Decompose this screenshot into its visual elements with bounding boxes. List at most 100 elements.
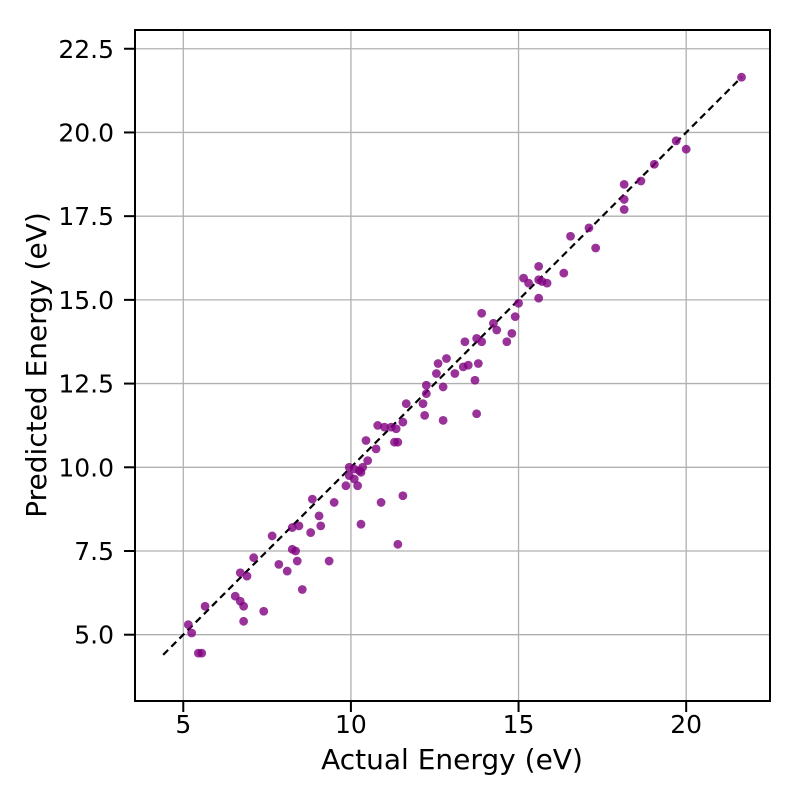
y-tick-label: 20.0: [58, 118, 114, 147]
scatter-point: [463, 360, 473, 370]
scatter-point: [329, 498, 339, 507]
scatter-point: [619, 205, 629, 214]
scatter-point: [438, 416, 448, 425]
scatter-point: [294, 521, 304, 531]
scatter-point: [393, 437, 403, 447]
scatter-point: [489, 318, 498, 328]
scatter-point: [737, 72, 746, 82]
scatter-point: [239, 601, 249, 611]
scatter-point: [472, 409, 482, 419]
scatter-point: [287, 523, 297, 532]
scatter-point: [442, 354, 451, 363]
identity-line: [162, 76, 743, 656]
scatter-point: [292, 556, 302, 566]
scatter-point: [391, 424, 401, 434]
scatter-point: [450, 369, 460, 378]
scatter-point: [235, 568, 245, 578]
x-tick-label: 20: [670, 710, 702, 739]
scatter-point: [291, 546, 300, 556]
scatter-point: [353, 481, 363, 491]
scatter-point: [259, 606, 269, 616]
scatter-point: [282, 566, 292, 576]
scatter-point: [274, 559, 284, 569]
scatter-point: [242, 571, 252, 581]
y-axis-label: Predicted Energy (eV): [20, 212, 53, 518]
scatter-point: [507, 328, 517, 338]
scatter-point: [376, 498, 386, 507]
y-tick-labels: 5.0 7.5 10.0 12.5 15.0 17.5 20.0 22.5: [58, 35, 114, 650]
x-axis-label: Actual Energy (eV): [321, 743, 583, 776]
scatter-point: [619, 195, 629, 204]
scatter-point: [398, 417, 408, 427]
scatter-point: [681, 144, 691, 154]
x-tick-label: 15: [503, 710, 535, 739]
scatter-point: [197, 648, 207, 658]
scatter-point: [307, 494, 317, 504]
scatter-point: [306, 528, 316, 537]
scatter-point: [401, 399, 411, 409]
scatter-point: [534, 261, 544, 271]
scatter-point: [591, 243, 601, 253]
scatter-point: [524, 278, 534, 288]
scatter-point: [542, 278, 552, 288]
y-tick-label: 12.5: [58, 370, 114, 399]
scatter-point: [371, 444, 381, 454]
scatter-point: [249, 553, 259, 563]
y-tick-label: 10.0: [58, 453, 114, 482]
scatter-point: [314, 511, 324, 521]
scatter-point: [418, 399, 428, 409]
y-tick-label: 15.0: [58, 286, 114, 315]
scatter-point: [341, 481, 351, 491]
scatter-point: [584, 223, 594, 233]
x-tick-label: 5: [175, 710, 191, 739]
scatter-point: [502, 337, 512, 347]
axes-spines: [134, 29, 771, 702]
scatter-point: [356, 519, 366, 529]
scatter-point: [183, 620, 193, 630]
x-tick-label: 10: [335, 710, 367, 739]
scatter-point: [514, 298, 523, 308]
scatter-point: [200, 601, 210, 611]
scatter-point: [349, 474, 359, 484]
scatter-point: [297, 585, 307, 594]
gridlines: [135, 30, 770, 701]
scatter-point: [421, 389, 431, 399]
scatter-point: [324, 556, 334, 566]
scatter-point: [619, 179, 629, 189]
scatter-point: [187, 628, 197, 638]
plot-border: [134, 29, 771, 702]
scatter-point: [534, 293, 544, 303]
scatter-point: [373, 421, 383, 430]
scatter-point: [358, 462, 368, 472]
scatter-points: [183, 72, 746, 658]
scatter-point: [361, 436, 371, 445]
identity-dashed-line: [162, 76, 743, 656]
scatter-point: [420, 410, 430, 420]
scatter-point: [438, 382, 448, 392]
scatter-point: [477, 337, 487, 347]
y-tick-label: 17.5: [58, 202, 114, 231]
scatter-point: [510, 312, 520, 322]
scatter-point: [559, 268, 569, 278]
scatter-point: [432, 369, 441, 378]
scatter-point: [460, 337, 470, 347]
scatter-point: [492, 325, 502, 335]
scatter-point: [393, 539, 403, 549]
scatter-point: [473, 359, 483, 368]
scatter-point: [649, 159, 659, 169]
scatter-point: [267, 531, 277, 541]
scatter-point: [433, 359, 443, 368]
tick-marks: [124, 47, 688, 712]
scatter-point: [470, 375, 480, 385]
scatter-point: [316, 521, 326, 531]
scatter-point: [380, 422, 389, 432]
scatter-point: [421, 380, 431, 390]
x-tick-labels: 5 10 15 20: [175, 710, 702, 739]
scatter-point: [239, 616, 249, 626]
scatter-point: [566, 231, 575, 241]
y-tick-label: 7.5: [74, 537, 114, 566]
scatter-point: [636, 176, 646, 186]
scatter-point: [398, 491, 408, 501]
